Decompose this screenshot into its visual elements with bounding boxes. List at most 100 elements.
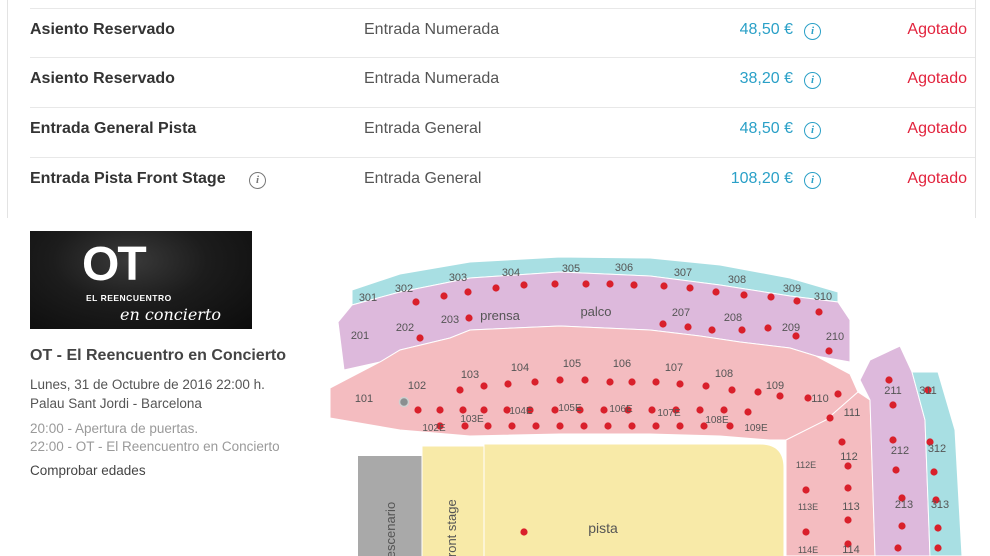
seat-dot — [793, 297, 801, 305]
section-label: 203 — [441, 314, 459, 326]
seat-dot — [712, 288, 720, 296]
section-label: 105E — [558, 403, 582, 414]
seat-dot — [776, 392, 784, 400]
section-label: prensa — [480, 308, 521, 323]
seat-dot — [844, 484, 852, 492]
ticket-info-icon[interactable]: i — [249, 172, 266, 189]
seat-dot — [702, 382, 710, 390]
section-label: escenario — [383, 502, 398, 556]
section-label: 109 — [766, 380, 784, 392]
seat-dot — [889, 436, 897, 444]
section-label: 305 — [562, 263, 580, 275]
section-label: 111 — [844, 407, 861, 419]
ticket-row: Entrada Pista Front Stage i Entrada Gene… — [30, 157, 975, 207]
seat-dot — [484, 422, 492, 430]
check-ages-link[interactable]: Comprobar edades — [30, 463, 146, 478]
seat-dot — [930, 468, 938, 476]
price-info-icon[interactable]: i — [804, 23, 821, 40]
ticket-status: Agotado — [907, 170, 967, 187]
seat-dot — [898, 522, 906, 530]
section-label: 102 — [408, 380, 426, 392]
ticket-price: 48,50 € — [739, 120, 793, 137]
seat-dot — [648, 406, 656, 414]
seat-dot — [696, 406, 704, 414]
price-info-icon[interactable]: i — [804, 122, 821, 139]
card-border-right — [975, 0, 976, 218]
seat-dot — [606, 378, 614, 386]
front-stage-area — [421, 445, 485, 556]
section-label: pista — [588, 520, 618, 536]
seat-dot — [581, 376, 589, 384]
section-label: 102E — [422, 423, 446, 434]
ticket-table: Asiento Reservado Entrada Numerada 48,50… — [8, 0, 975, 218]
seat-dot — [889, 401, 897, 409]
seat-dot — [604, 422, 612, 430]
ticket-name: Entrada Pista Front Stage — [30, 170, 226, 187]
seat-dot — [686, 284, 694, 292]
seat-dot — [436, 422, 444, 430]
logo-script: en concierto — [120, 305, 222, 324]
section-label: 113E — [798, 502, 818, 512]
seat-map-dots — [398, 280, 942, 552]
section-label: 106E — [609, 404, 633, 415]
seat-dot — [728, 386, 736, 394]
section-label: front stage — [444, 499, 459, 556]
section-label: 105 — [563, 358, 581, 370]
seat-dot — [894, 544, 902, 552]
section-label: 114 — [842, 544, 860, 556]
ticket-name: Entrada General Pista — [30, 120, 197, 137]
section-label: 108E — [705, 415, 729, 426]
seat-dot — [630, 281, 638, 289]
event-schedule-item: 20:00 - Apertura de puertas. — [30, 421, 199, 436]
price-info-icon[interactable]: i — [804, 72, 821, 89]
section-label: 113 — [842, 501, 860, 513]
seat-dot — [826, 414, 834, 422]
price-info-icon[interactable]: i — [804, 172, 821, 189]
seat-dot — [672, 406, 680, 414]
seat-dot — [802, 528, 810, 536]
seat-dot — [526, 406, 534, 414]
section-label: 301 — [359, 292, 377, 304]
seat-map[interactable]: 301 302 303 304 305 306 307 308 309 310 201 202 203 2… — [326, 248, 990, 556]
seat-dot — [804, 394, 812, 402]
section-label: 304 — [502, 267, 520, 279]
seat-dot — [580, 422, 588, 430]
seat-dot — [480, 382, 488, 390]
seat-dot — [708, 326, 716, 334]
seat-dot — [898, 494, 906, 502]
section-label: 104 — [511, 362, 529, 374]
seat-dot — [844, 540, 852, 548]
seat-dot — [531, 378, 539, 386]
seat-dot — [480, 406, 488, 414]
seat-dot — [456, 386, 464, 394]
seat-dot — [520, 281, 528, 289]
section-label: palco — [580, 304, 611, 319]
seat-dot — [740, 291, 748, 299]
logo-text: OT — [82, 238, 147, 291]
seat-dot — [464, 288, 472, 296]
seat-dot — [660, 282, 668, 290]
event-title: OT - El Reencuentro en Concierto — [30, 347, 287, 364]
section-label: 212 — [891, 445, 909, 457]
section-label: 107 — [665, 362, 683, 374]
seat-dot — [551, 280, 559, 288]
seat-dot — [700, 422, 708, 430]
section-label: 310 — [814, 291, 832, 303]
seat-dot — [764, 324, 772, 332]
seat-map-sections[interactable] — [329, 256, 963, 556]
section-label: 309 — [783, 283, 801, 295]
seat-dot — [416, 334, 424, 342]
seat-dot — [652, 422, 660, 430]
seat-dot — [440, 292, 448, 300]
section-label: 312 — [928, 443, 946, 455]
section-label: 208 — [724, 312, 742, 324]
seat-dot — [838, 438, 846, 446]
tier-300-right — [911, 371, 963, 556]
tier-200-right — [859, 345, 931, 556]
event-venue: Palau Sant Jordi - Barcelona — [30, 396, 202, 411]
event-logo: OT EL REENCUENTRO en concierto — [30, 231, 252, 329]
ticket-name: Asiento Reservado — [30, 70, 175, 87]
seat-dot — [934, 524, 942, 532]
seat-dot — [676, 380, 684, 388]
seat-dot — [932, 496, 940, 504]
